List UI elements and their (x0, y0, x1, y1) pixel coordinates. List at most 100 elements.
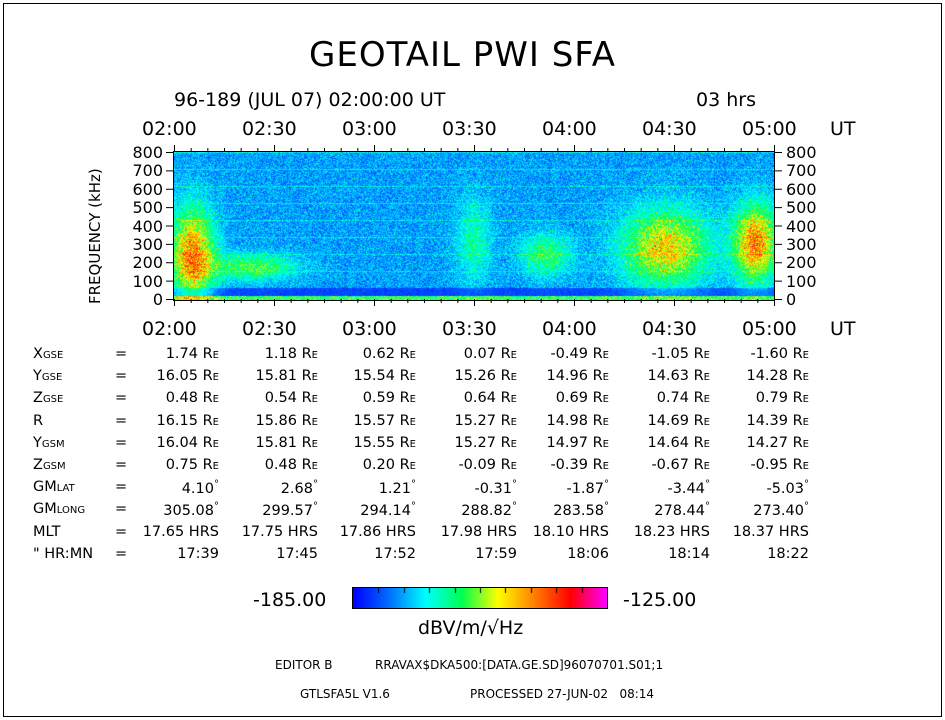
ephemeris-unit-subscript: E (510, 416, 517, 428)
ephemeris-row-label: GMLONG (33, 501, 86, 518)
ephemeris-number: 0.48 (264, 457, 297, 473)
ephemeris-number: 14.98 (546, 412, 588, 429)
ephemeris-number: 14.39 (746, 412, 788, 429)
ephemeris-number: 299.57 (262, 503, 313, 520)
ephemeris-number: 2.68 (280, 481, 313, 498)
ephemeris-unit: R (197, 368, 213, 385)
ephemeris-value: 294.14° (360, 502, 416, 519)
left-frequency-tick-label: 300 (132, 234, 163, 254)
ephemeris-value: 14.96 RE (546, 369, 609, 384)
right-frequency-tick-label: 600 (786, 179, 817, 199)
right-frequency-tick-label: 400 (786, 216, 817, 236)
ephemeris-unit: ° (512, 501, 517, 513)
ephemeris-number: 0.20 (362, 457, 395, 473)
bottom-time-tick-label: 02:30 (242, 318, 297, 340)
ephemeris-value: 18.37 HRS (732, 523, 809, 540)
ephemeris-value: 14.69 RE (647, 412, 710, 429)
bottom-time-tick-label: 03:30 (442, 318, 497, 340)
top-time-tick-label: 03:30 (442, 118, 497, 140)
ephemeris-unit: R (787, 368, 803, 385)
left-frequency-tick-label: 400 (132, 216, 163, 236)
ephemeris-value: 1.18 RE (265, 347, 318, 362)
ephemeris-value: 14.28 RE (746, 369, 809, 384)
colorbar-max: -125.00 (623, 589, 697, 611)
ephemeris-value: 0.07 RE (464, 347, 517, 362)
ephemeris-number: 14.69 (647, 412, 689, 429)
ephemeris-unit-subscript: E (311, 350, 318, 361)
ephemeris-number: 4.10 (181, 481, 214, 498)
ephemeris-number: 18.10 (532, 523, 575, 540)
ephemeris-unit: HRS (381, 523, 416, 540)
ephemeris-value: -0.09 RE (458, 458, 517, 473)
ephemeris-value: 14.63 RE (647, 369, 710, 384)
ephemeris-value: 15.27 RE (454, 436, 517, 451)
ephemeris-unit: ° (804, 479, 809, 491)
ephemeris-unit: ° (214, 479, 219, 491)
ephemeris-equals: = (115, 346, 128, 362)
ephemeris-row-label-subscript: LONG (56, 505, 86, 517)
ephemeris-number: 15.81 (255, 368, 297, 385)
ephemeris-number: -0.95 (750, 457, 788, 473)
ephemeris-value: 18.23 HRS (634, 523, 710, 540)
ephemeris-number: 18.37 (732, 523, 775, 540)
ephemeris-value: 1.21° (379, 479, 416, 497)
right-frequency-tick-label: 100 (786, 271, 817, 291)
ephemeris-value: 15.54 RE (353, 369, 416, 384)
ephemeris-unit: R (296, 346, 312, 362)
right-frequency-tick-label: 500 (786, 198, 817, 218)
ephemeris-value: 17.75 HRS (242, 524, 318, 540)
ephemeris-equals: = (115, 501, 128, 518)
ephemeris-equals: = (115, 545, 128, 562)
ephemeris-unit-subscript: E (311, 438, 318, 450)
editor-label: EDITOR B (275, 658, 333, 672)
ephemeris-unit-subscript: E (311, 372, 318, 384)
ephemeris-unit: ° (705, 501, 710, 513)
ephemeris-unit: ° (512, 479, 517, 491)
ephemeris-number: 15.86 (255, 412, 297, 429)
ephemeris-unit-subscript: E (212, 461, 219, 472)
ephemeris-value: 16.05 RE (156, 369, 219, 384)
ephemeris-value: 0.64 RE (464, 391, 517, 406)
ephemeris-unit: R (787, 457, 803, 473)
ephemeris-value: 14.64 RE (647, 436, 710, 451)
bottom-time-tick-label: 02:00 (142, 318, 197, 340)
ephemeris-number: 14.28 (746, 368, 788, 385)
ephemeris-row-label: R (33, 412, 44, 429)
ephemeris-unit: HRS (675, 523, 710, 540)
ephemeris-number: 15.81 (255, 434, 297, 451)
ephemeris-equals: = (115, 479, 128, 496)
ephemeris-value: -1.87° (566, 480, 609, 497)
ephemeris-number: 0.62 (362, 346, 395, 362)
ephemeris-unit: ° (411, 479, 416, 491)
ephemeris-unit: HRS (184, 523, 219, 540)
ephemeris-number: 17.98 (440, 523, 483, 540)
ephemeris-value: 0.79 RE (756, 391, 809, 406)
ephemeris-unit: ° (705, 479, 710, 491)
ephemeris-unit-subscript: E (409, 438, 416, 450)
top-time-tick-label: 02:00 (142, 118, 197, 140)
left-frequency-tick-label: 200 (132, 253, 163, 273)
ephemeris-unit-subscript: E (802, 438, 809, 450)
ephemeris-number: 15.27 (454, 434, 496, 451)
bottom-axis-unit: UT (830, 318, 856, 340)
ephemeris-unit-subscript: E (212, 416, 219, 428)
ephemeris-unit: R (296, 368, 312, 385)
ephemeris-number: 0.74 (656, 390, 689, 407)
ephemeris-number: 17.86 (339, 523, 382, 540)
ephemeris-value: 1.74 RE (166, 347, 219, 362)
ephemeris-unit-subscript: E (212, 372, 219, 384)
ephemeris-unit-subscript: E (602, 438, 609, 450)
ephemeris-unit-subscript: E (602, 350, 609, 361)
ephemeris-value: 4.10° (181, 479, 219, 498)
ephemeris-unit: R (587, 434, 603, 451)
top-time-tick-label: 04:30 (642, 118, 697, 140)
ephemeris-value: 0.54 RE (265, 391, 318, 406)
ephemeris-row-label: " HR:MN (33, 545, 94, 562)
ephemeris-value: -0.49 RE (550, 347, 609, 362)
left-frequency-tick-label: 600 (132, 179, 163, 199)
ephemeris-number: 16.15 (156, 412, 198, 429)
ephemeris-value: 299.57° (262, 502, 318, 520)
ephemeris-row-label-subscript: GSE (41, 372, 63, 384)
ephemeris-number: 14.96 (546, 368, 588, 385)
